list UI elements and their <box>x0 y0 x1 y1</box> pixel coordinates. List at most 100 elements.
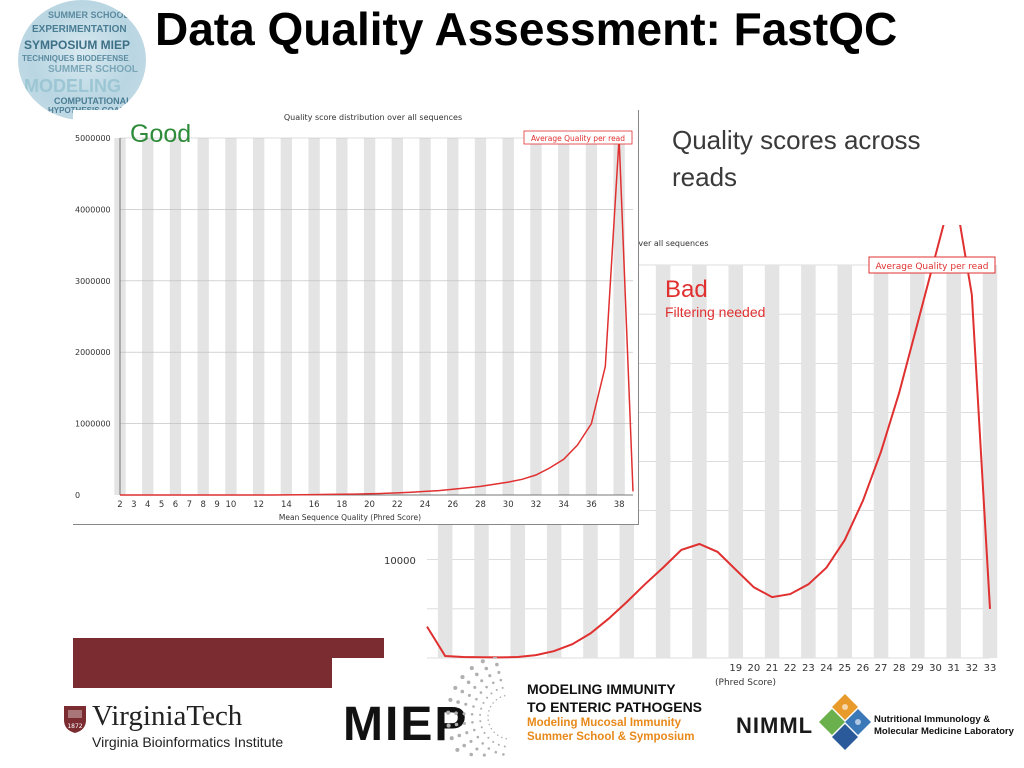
miep-dot <box>495 688 498 692</box>
miep-dot <box>482 753 486 757</box>
good-x-tick: 12 <box>253 500 264 510</box>
miep-dot <box>490 692 493 695</box>
bad-band <box>837 265 852 658</box>
miep-dot <box>503 745 506 748</box>
miep-dot <box>456 700 460 704</box>
subtitle-line-2: reads <box>672 162 738 192</box>
vt-name: VirginiaTech <box>92 700 243 732</box>
miep-dot <box>483 731 486 734</box>
good-x-tick: 22 <box>392 500 403 510</box>
miep-dot <box>476 735 480 739</box>
miep-dot <box>484 666 489 671</box>
good-band <box>142 138 154 495</box>
bad-annotation-sub: Filtering needed <box>665 304 765 320</box>
good-x-tick: 38 <box>614 500 625 510</box>
bad-band <box>946 265 961 658</box>
miep-dot <box>487 736 490 739</box>
miep-dot <box>502 753 505 756</box>
good-x-tick: 4 <box>145 500 150 510</box>
miep-dot <box>469 666 474 671</box>
miep-dot <box>479 720 482 723</box>
good-band <box>613 138 625 495</box>
miep-dot <box>454 711 458 715</box>
good-legend-label: Average Quality per read <box>531 134 625 143</box>
miep-dot <box>492 681 495 685</box>
miep-dot <box>457 733 462 738</box>
miep-dot <box>454 722 459 727</box>
miep-dot <box>505 737 507 740</box>
miep-dot <box>453 685 458 690</box>
miep-dot <box>488 710 490 712</box>
good-x-tick: 18 <box>336 500 347 510</box>
miep-dot <box>492 740 495 743</box>
miep-dot <box>475 672 479 677</box>
bad-band <box>692 265 707 658</box>
miep-dot <box>446 723 451 728</box>
good-y-tick: 0 <box>75 491 80 500</box>
good-x-tick: 28 <box>475 500 486 510</box>
good-band <box>197 138 209 495</box>
miep-dot <box>493 731 495 734</box>
good-band <box>530 138 542 495</box>
miep-description: MODELING IMMUNITY TO ENTERIC PATHOGENS M… <box>527 681 703 743</box>
bad-x-axis-label: (Phred Score) <box>715 678 776 688</box>
miep-dot <box>487 747 491 750</box>
miep-dot <box>479 713 482 716</box>
good-x-tick: 26 <box>447 500 458 510</box>
miep-dot <box>475 697 478 701</box>
miep-dot <box>462 743 466 748</box>
bad-band <box>801 265 816 658</box>
bad-x-tick: 27 <box>875 663 888 674</box>
miep-logo-text: MIEP <box>343 698 469 751</box>
miep-dot <box>465 731 469 735</box>
good-series-line <box>120 137 634 496</box>
miep-dot <box>492 657 498 659</box>
bad-series-line <box>426 225 991 659</box>
good-band <box>585 138 598 495</box>
good-x-tick: 16 <box>309 500 320 510</box>
bad-x-tick: 24 <box>820 663 833 674</box>
miep-dot <box>480 659 485 664</box>
good-band <box>225 138 237 495</box>
miep-dot <box>449 736 454 741</box>
miep-dot <box>492 702 494 704</box>
miep-dot <box>499 696 502 698</box>
good-band <box>447 138 459 495</box>
miep-dot <box>446 710 451 715</box>
good-x-tick: 24 <box>420 500 431 510</box>
good-y-tick: 1000000 <box>75 420 111 429</box>
good-x-tick: 2 <box>117 500 122 510</box>
vt-badge-year: 1872 <box>67 723 82 730</box>
vt-shield-icon: 1872 <box>64 706 86 733</box>
bad-annotation: Bad <box>665 276 708 303</box>
miep-dot <box>485 696 489 699</box>
miep-dot <box>495 662 499 667</box>
good-quality-chart: Quality score distribution over all sequ… <box>73 110 639 525</box>
bad-band <box>728 265 744 658</box>
miep-dot <box>470 713 474 716</box>
good-x-tick: 7 <box>187 500 192 510</box>
good-x-tick: 8 <box>200 500 205 510</box>
miep-dots-icon <box>446 657 507 757</box>
miep-dot <box>490 727 493 730</box>
miep-dot <box>469 752 473 757</box>
bad-x-tick: 30 <box>929 663 942 674</box>
miep-dot <box>464 702 468 706</box>
nimml-logo-text: NIMML <box>736 713 814 738</box>
bad-x-tick: 29 <box>911 663 924 674</box>
nimml-diamond-icon <box>819 694 871 750</box>
bad-x-tick: 31 <box>947 663 960 674</box>
miep-dot <box>480 707 483 710</box>
bad-legend-label: Average Quality per read <box>876 262 989 272</box>
good-y-tick: 3000000 <box>75 277 111 286</box>
slide-title: Data Quality Assessment: FastQC <box>155 3 898 55</box>
good-x-tick: 32 <box>531 500 542 510</box>
miep-dot <box>494 750 498 754</box>
subtitle-line-1: Quality scores across <box>672 125 921 155</box>
miep-dot <box>448 697 453 702</box>
miep-dot <box>489 705 492 708</box>
good-y-tick: 5000000 <box>75 134 111 143</box>
miep-dot <box>475 747 479 751</box>
miep-dot <box>455 747 460 752</box>
symposium-logo: SUMMER SCHOOL EXPERIMENTATION SYMPOSIUM … <box>18 0 146 120</box>
